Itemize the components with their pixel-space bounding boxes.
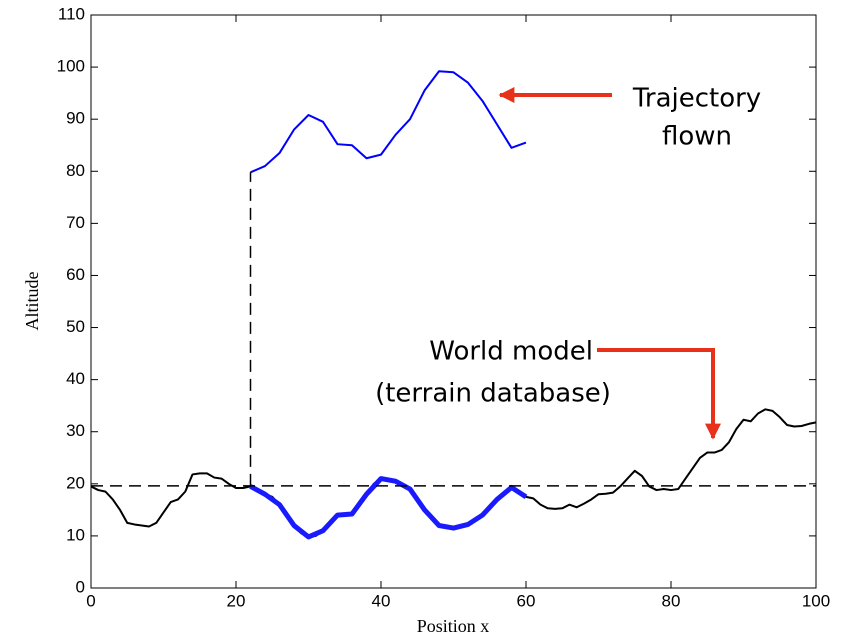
x-tick-label: 0 xyxy=(86,591,95,610)
plot-frame xyxy=(90,14,817,589)
x-tick-label: 100 xyxy=(802,591,830,610)
x-tick-label: 80 xyxy=(662,591,681,610)
y-tick-label: 100 xyxy=(57,57,85,76)
x-tick-label: 40 xyxy=(372,591,391,610)
annotation: flown xyxy=(662,122,732,152)
annotation: (terrain database) xyxy=(375,379,611,409)
y-tick-label: 20 xyxy=(66,473,85,492)
y-tick-label: 60 xyxy=(66,265,85,284)
annotation: World model xyxy=(429,337,593,367)
annotation: Trajectory xyxy=(632,84,761,114)
x-tick-label: 20 xyxy=(227,591,246,610)
y-tick-label: 40 xyxy=(66,369,85,388)
y-tick-label: 80 xyxy=(66,161,85,180)
y-tick-label: 10 xyxy=(66,525,85,544)
annotation-arrow xyxy=(597,348,721,440)
x-axis-label: Position x xyxy=(417,616,490,636)
x-tick-label: 60 xyxy=(517,591,536,610)
y-tick-label: 0 xyxy=(76,577,85,596)
y-tick-label: 70 xyxy=(66,213,85,232)
y-tick-label: 110 xyxy=(58,4,85,23)
plot-area xyxy=(90,70,817,540)
series-line xyxy=(250,70,527,174)
y-axis-label: Altitude xyxy=(22,271,42,330)
series-line xyxy=(90,408,817,538)
y-tick-label: 30 xyxy=(66,421,85,440)
series-line xyxy=(249,476,528,540)
y-tick-label: 50 xyxy=(66,317,85,336)
y-tick-label: 90 xyxy=(66,109,85,128)
